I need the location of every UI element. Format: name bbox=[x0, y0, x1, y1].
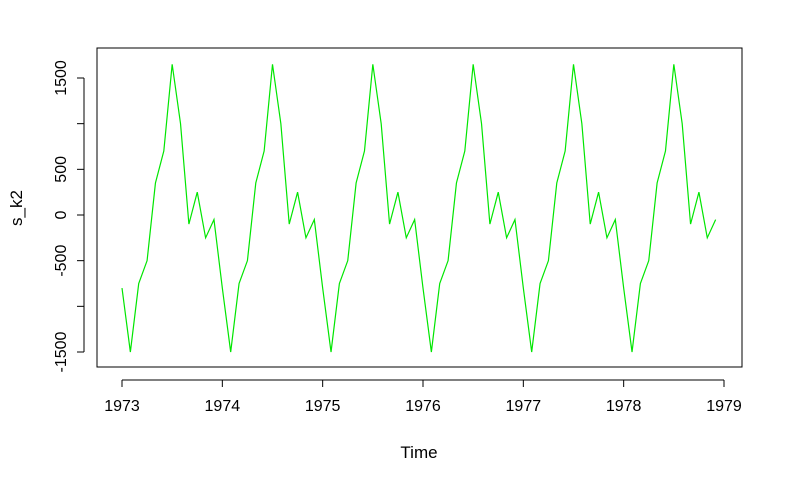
y-tick-label-4: 500 bbox=[53, 156, 70, 183]
y-axis: -1500 -500 0 500 1500 bbox=[53, 60, 85, 372]
x-tick-label-0: 1973 bbox=[104, 398, 140, 415]
series-line-0 bbox=[121, 64, 717, 353]
x-tick-label-4: 1977 bbox=[506, 398, 542, 415]
x-axis: 1973 1974 1975 1976 1977 1978 1979 bbox=[104, 379, 742, 415]
x-tick-label-3: 1976 bbox=[405, 398, 441, 415]
x-axis-title: Time bbox=[400, 443, 437, 462]
y-tick-label-6: 1500 bbox=[53, 60, 70, 96]
x-tick-label-2: 1975 bbox=[305, 398, 341, 415]
y-axis-title: s_k2 bbox=[7, 190, 26, 226]
x-tick-label-5: 1978 bbox=[606, 398, 642, 415]
plot-frame bbox=[96, 47, 743, 368]
series-group bbox=[121, 64, 717, 353]
y-tick-label-3: 0 bbox=[53, 210, 70, 219]
x-tick-label-6: 1979 bbox=[706, 398, 742, 415]
x-tick-label-1: 1974 bbox=[205, 398, 241, 415]
y-tick-label-0: -1500 bbox=[53, 331, 70, 372]
y-tick-label-2: -500 bbox=[53, 245, 70, 277]
